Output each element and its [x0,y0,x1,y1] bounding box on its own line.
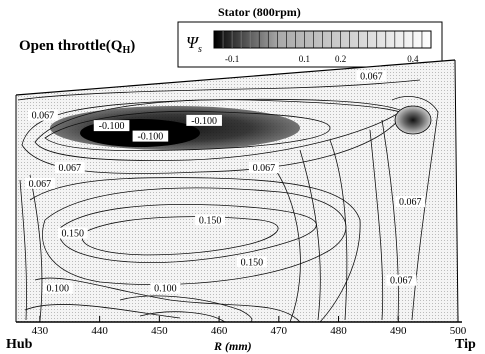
x-tick-label: 430 [32,325,49,337]
contour-label-text: 0.150 [241,257,264,268]
contour-label-bg [42,282,73,294]
contour-label-text: 0.150 [199,215,222,226]
contour-low-1 [19,179,27,321]
chart-title: Stator (800rpm) [218,5,301,19]
contour-label: 0.150 [57,227,88,240]
contour-mid-2 [299,149,321,321]
colorbar-tick-label: 0.1 [299,54,310,64]
contour-0.100-c [24,304,181,319]
contour-label-text: -0.100 [99,121,125,132]
svg-text:Ψs: Ψs [186,33,202,55]
contour-label-text: 0.067 [29,179,52,190]
contour-label-text: 0.067 [32,111,55,122]
contour-tip-vortex [394,105,432,135]
colorbar-tick-label: -0.1 [225,54,239,64]
colorbar-tick-label: 0.2 [335,54,346,64]
contour-label-text: 0.100 [47,284,70,295]
contour-label: 0.067 [24,177,55,190]
contour-label-text: 0.067 [390,276,413,287]
x-axis: 430 440 450 460 470 480 490 500 R (mm) Hub Tip [6,316,476,353]
contour-tip-2 [381,119,399,321]
contour-label-bg [54,162,85,174]
contour-label: -0.100 [132,130,169,143]
hub-label: Hub [6,337,33,352]
contour-label-bg [236,256,267,268]
x-axis-label: R (mm) [213,339,252,353]
contour-label: 0.067 [54,162,85,174]
contour-label: 0.067 [356,70,387,82]
plot-frame-top [15,59,456,96]
contour-label: 0.150 [195,214,226,226]
plot-background [16,60,458,322]
contour-0.150-b [81,216,279,256]
contour-label: 0.067 [248,162,279,174]
contour-0.067-a [17,79,421,101]
contour-label-text: -0.100 [137,132,163,143]
plot-frame-right [454,59,459,323]
contour-0.150-c [42,187,347,285]
colorbar-symbol-subscript: s [198,44,202,55]
colorbar-stripes [222,31,423,48]
contour-label-bg [395,196,426,208]
condition-subscript: H [122,45,130,56]
contour-labels: 0.067 0.067 -0.100 -0.100 -0.100 0.067 0.067 0.… [24,70,426,295]
contour-label: 0.100 [42,282,73,295]
x-tick-label: 460 [211,325,228,337]
colorbar-legend: Ψs -0.1 0.1 0.2 0.4 [177,21,443,68]
contour-label: 0.067 [27,109,58,122]
x-tick-label: 490 [390,325,407,337]
contour-label: 0.150 [236,256,267,268]
contour-mid-1 [329,139,348,321]
x-tick-label: 440 [91,325,108,337]
contour-neg-0.1 [44,110,331,152]
contour-label-bg [186,114,222,126]
contour-bottom-1 [119,295,253,322]
colorbar-tick-labels: -0.1 0.1 0.2 0.4 [225,54,419,64]
contour-label: 0.067 [395,196,426,208]
contour-label-text: 0.067 [399,197,422,208]
contour-mid-3 [269,161,301,322]
x-ticks: 430 440 450 460 470 480 490 500 [32,316,467,337]
contour-label: -0.100 [186,114,222,127]
contour-label-text: 0.150 [61,229,84,240]
contour-label-bg [195,214,226,226]
colorbar-tick-label: 0.4 [407,54,419,64]
plot-area: 0.067 0.067 -0.100 -0.100 -0.100 0.067 0.067 0.… [15,59,459,323]
contour-label-text: -0.100 [191,116,217,127]
contour-label-bg [248,162,279,174]
condition-label: Open throttle(QH) [19,38,135,56]
x-tick-label: 480 [330,325,347,337]
contour-label-text: 0.067 [360,71,383,82]
tip-label: Tip [455,337,476,352]
contour-label-bg [150,282,181,294]
colorbar-symbol: Ψ [186,33,200,52]
contour-label-text: 0.100 [154,284,177,295]
contour-label-bg [93,120,130,132]
contour-0.100-b [34,277,301,322]
contour-label-text: 0.067 [253,163,276,174]
contour-label: 0.100 [150,282,181,295]
x-tick-label: 470 [271,325,288,337]
contour-label-bg [356,70,387,82]
contour-label-bg [386,274,417,286]
contour-label-bg [132,130,169,142]
x-tick-label: 500 [450,325,467,337]
x-tick-label: 450 [151,325,168,337]
contour-bottom-2 [139,311,226,322]
contour-label: -0.100 [93,120,130,132]
contour-label-bg [24,177,55,189]
contour-0.150-a [58,204,317,263]
contour-0.100-a [29,177,361,322]
contour-label-bg [57,227,88,239]
contour-tip-3 [369,129,384,321]
contour-tip-0.067 [391,96,439,321]
contour-label: 0.067 [386,274,417,287]
contour-low-2 [29,174,43,321]
contour-label-bg [27,109,58,121]
contour-label-text: 0.067 [59,163,82,174]
